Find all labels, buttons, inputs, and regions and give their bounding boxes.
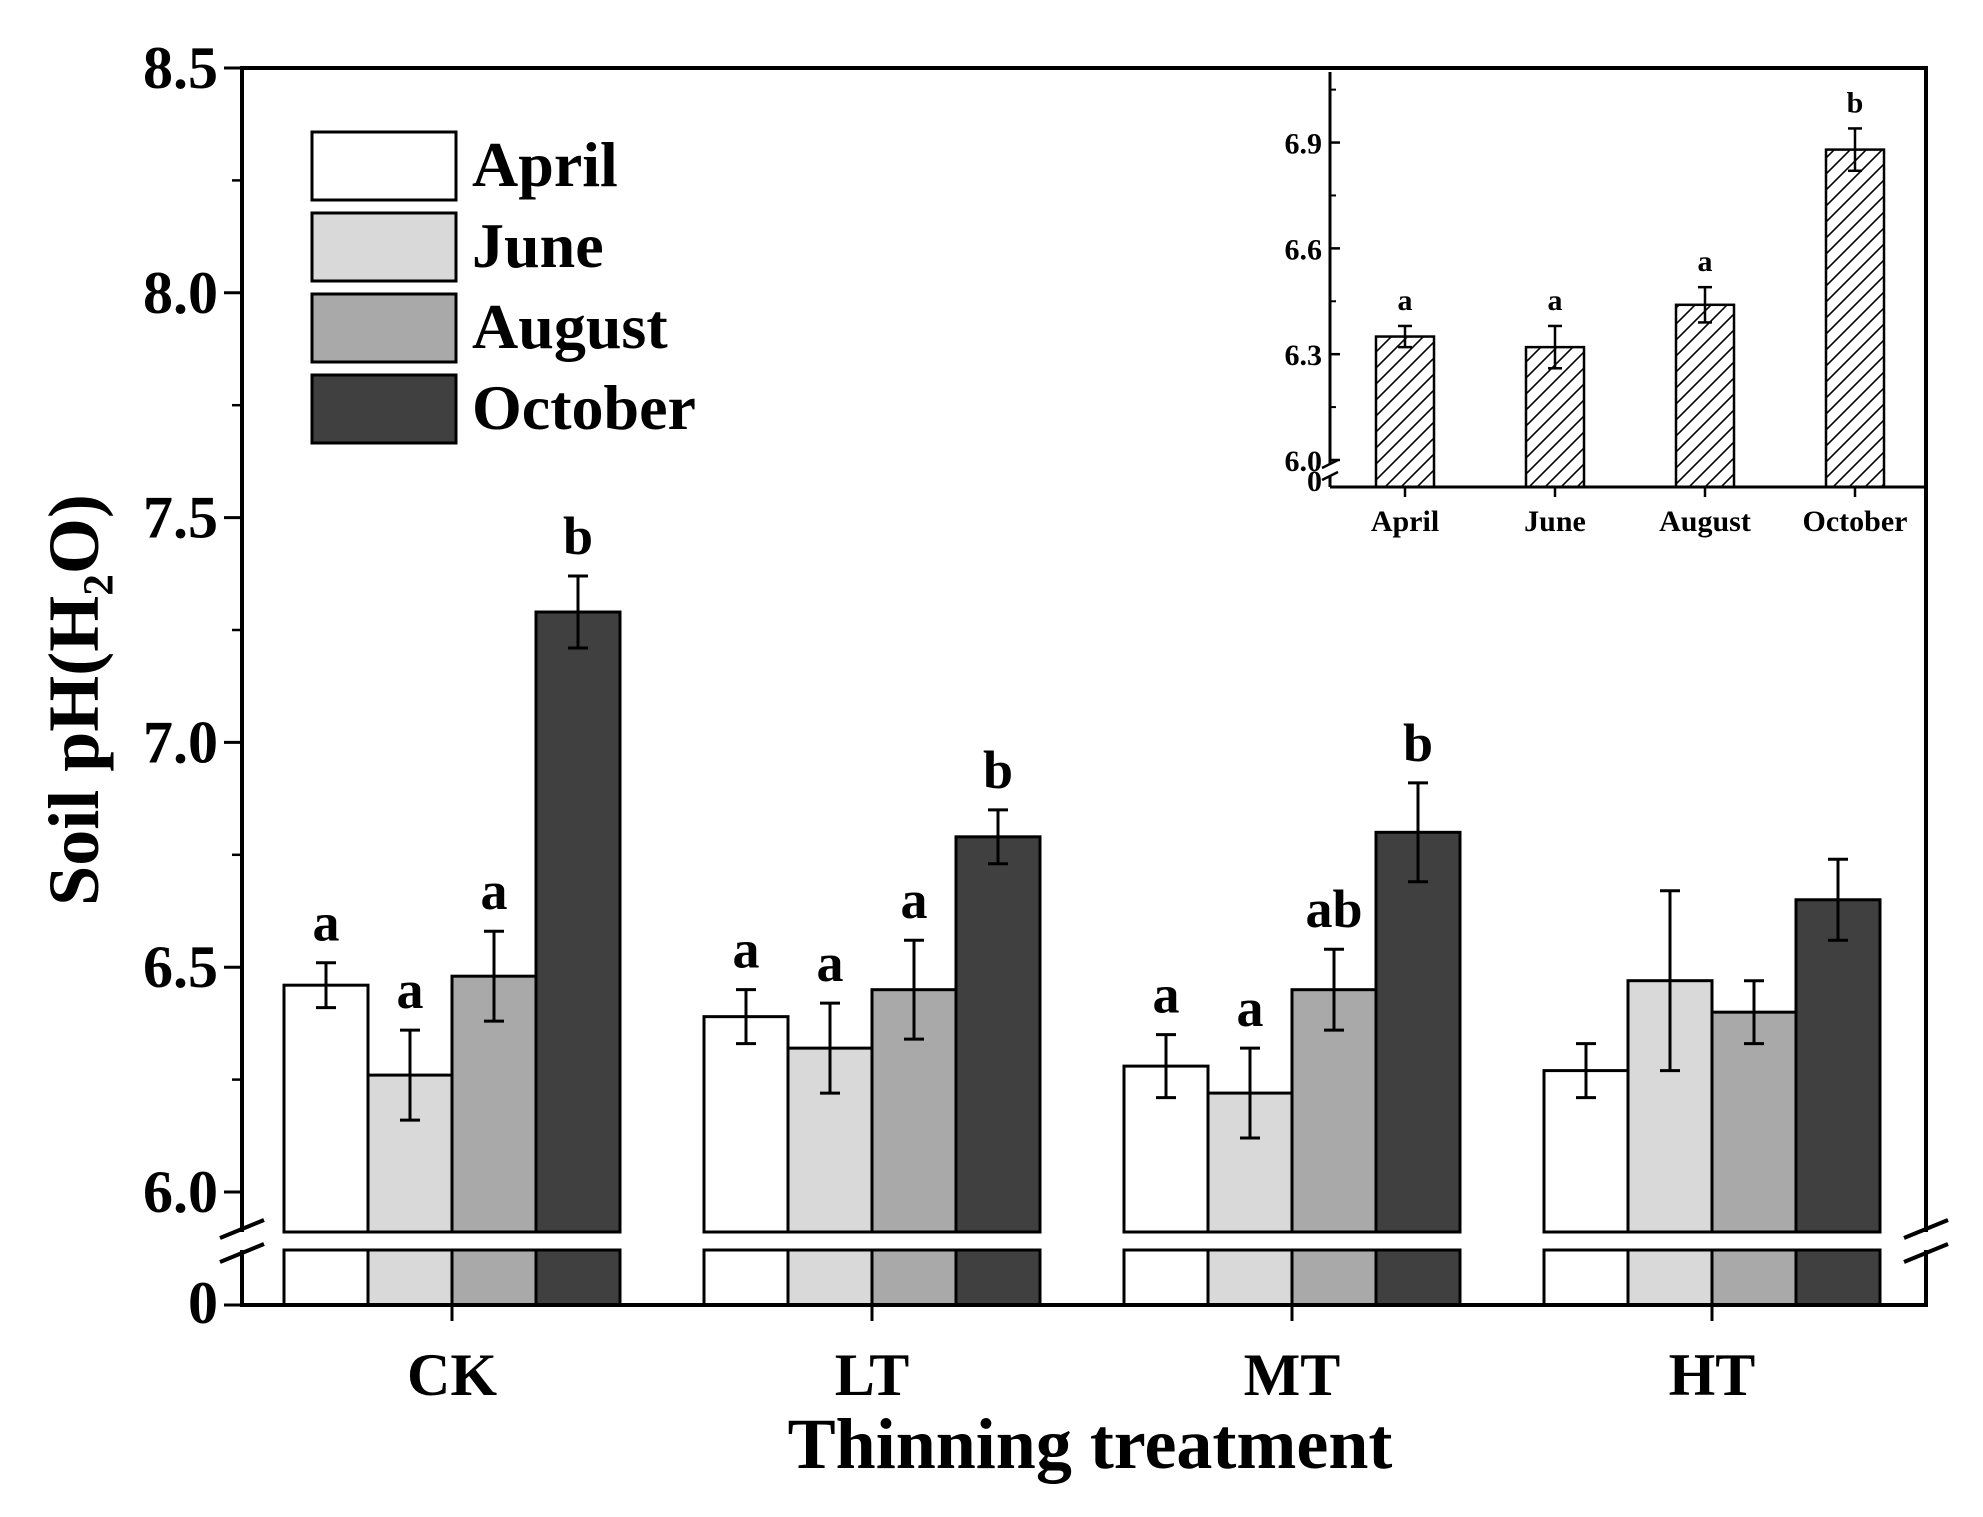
inset-axis-break-mark [1321, 458, 1339, 470]
legend-swatch-october [310, 373, 458, 445]
y-tick-label: 7.5 [143, 485, 218, 551]
inset-category-label-june: June [1524, 505, 1586, 538]
axis-break-gap [1886, 1232, 1966, 1250]
bar-lt-august-base [870, 1248, 958, 1307]
inset-y-tick-label: 6.6 [1285, 233, 1323, 266]
legend-label-august: August [472, 291, 668, 362]
bar-ht-april-base [1542, 1248, 1630, 1307]
inset-significance-label: b [1847, 86, 1864, 119]
inset-y-tick-label: 6.3 [1285, 339, 1323, 372]
category-label-lt: LT [835, 1342, 910, 1408]
axis-break-mark [1903, 1242, 1949, 1264]
axis-break-gap [202, 1232, 282, 1250]
axis-break-mark [219, 1242, 265, 1264]
plot-frame-top [240, 66, 1928, 1232]
bar-ht-october-base [1794, 1248, 1882, 1307]
bar-mt-october-base [1374, 1248, 1462, 1307]
bar-mt-june-base [1206, 1248, 1294, 1307]
y-axis-title: Soil pH(H₂O) [34, 494, 114, 906]
inset-y-tick-label: 6.0 [1285, 445, 1323, 478]
inset-bar-april [1374, 335, 1436, 489]
inset-y-tick-label: 6.9 [1285, 128, 1323, 161]
inset-bar-june [1524, 345, 1586, 489]
legend-label-june: June [472, 210, 604, 281]
legend-swatch-april [310, 130, 458, 202]
bar-lt-april-base [702, 1248, 790, 1307]
inset-bar-august [1674, 303, 1736, 489]
bar-ck-october [534, 610, 622, 1234]
bar-mt-august-base [1290, 1248, 1378, 1307]
y-break-label: 0 [188, 1270, 218, 1336]
inset-plot: 6.9 6.6 6.3 6.00 a April a June a August b October [1285, 72, 1926, 538]
significance-label: b [563, 506, 593, 566]
bar-ck-june-base [366, 1248, 454, 1307]
significance-label: a [1153, 965, 1180, 1025]
bar-mt-april-base [1122, 1248, 1210, 1307]
legend-label-april: April [472, 129, 618, 200]
inset-significance-label: a [1698, 245, 1713, 278]
legend-swatch-june [310, 211, 458, 283]
significance-label: a [901, 870, 928, 930]
y-tick-label: 6.5 [143, 934, 218, 1000]
significance-label: ab [1305, 879, 1362, 939]
bar-lt-october-base [954, 1248, 1042, 1307]
y-tick-label: 8.0 [143, 260, 218, 326]
significance-label: b [983, 740, 1013, 800]
significance-label: a [733, 920, 760, 980]
category-label-mt: MT [1244, 1342, 1341, 1408]
legend-label-october: October [472, 372, 696, 443]
inset-axis-break-mark [1321, 470, 1339, 482]
inset-bar-october [1824, 148, 1886, 489]
inset-category-label-august: August [1659, 505, 1751, 538]
bar-ck-october-base [534, 1248, 622, 1307]
axis-break-mark [1903, 1218, 1949, 1240]
bar-lt-june-base [786, 1248, 874, 1307]
y-tick-label: 8.5 [143, 35, 218, 101]
bar-ht-june-base [1626, 1248, 1714, 1307]
legend: April June August October [310, 129, 696, 445]
significance-label: a [313, 893, 340, 953]
bar-lt-october [954, 835, 1042, 1234]
bar-mt-october [1374, 830, 1462, 1234]
inset-significance-label: a [1548, 284, 1563, 317]
bar-ck-april [282, 983, 370, 1234]
category-label-ht: HT [1669, 1342, 1756, 1408]
inset-y-break-label: 0 [1307, 465, 1322, 498]
significance-label: b [1403, 713, 1433, 773]
inset-significance-label: a [1398, 284, 1413, 317]
plot-frame-bottom [240, 1250, 1928, 1307]
bar-ck-august-base [450, 1248, 538, 1307]
category-label-ck: CK [407, 1342, 497, 1408]
significance-label: a [481, 861, 508, 921]
inset-category-label-october: October [1803, 505, 1908, 538]
x-axis-title: Thinning treatment [788, 1404, 1393, 1484]
legend-swatch-august [310, 292, 458, 364]
bar-lt-april [702, 1015, 790, 1234]
significance-label: a [817, 933, 844, 993]
bar-mt-april [1122, 1064, 1210, 1234]
bar-ht-august-base [1710, 1248, 1798, 1307]
significance-label: a [397, 960, 424, 1020]
y-tick-label: 6.0 [143, 1159, 218, 1225]
axis-break-mark [219, 1218, 265, 1240]
y-tick-label: 7.0 [143, 709, 218, 775]
bar-ht-august [1710, 1010, 1798, 1234]
significance-label: a [1237, 978, 1264, 1038]
inset-category-label-april: April [1371, 505, 1439, 538]
bar-ck-april-base [282, 1248, 370, 1307]
bar-ht-october [1794, 898, 1882, 1234]
